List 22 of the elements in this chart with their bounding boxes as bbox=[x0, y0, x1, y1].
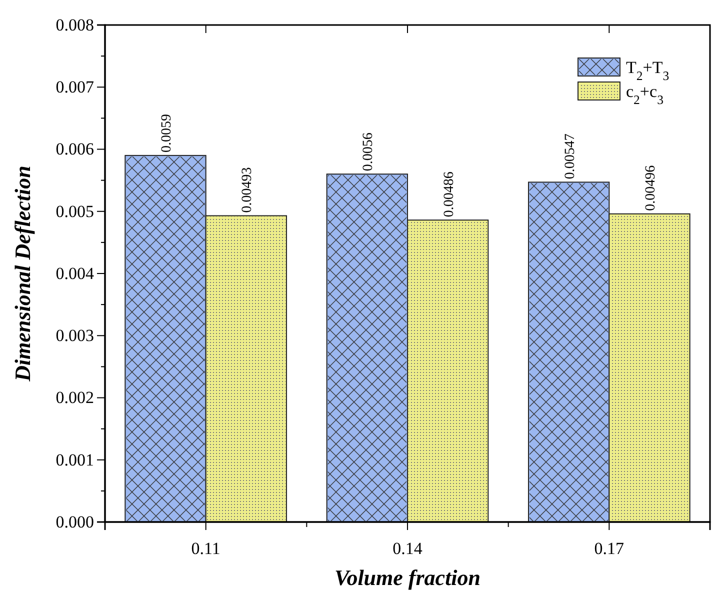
legend-label: c$_{2}$+c$_{3}$ bbox=[626, 82, 664, 107]
data-label: 0.0056 bbox=[361, 132, 376, 172]
y-tick-label: 0.000 bbox=[56, 512, 94, 532]
x-tick-label: 0.11 bbox=[191, 539, 220, 558]
x-tick-label: 0.14 bbox=[392, 539, 423, 558]
y-tick-label: 0.003 bbox=[56, 326, 94, 346]
x-axis-title: Volume fraction bbox=[334, 565, 481, 590]
y-tick-label: 0.004 bbox=[56, 264, 94, 283]
data-label: 0.00496 bbox=[644, 165, 658, 211]
y-tick-label: 0.005 bbox=[56, 202, 94, 221]
data-label: 0.00486 bbox=[442, 172, 457, 218]
legend-label: T$_{2}$+T$_{3}$ bbox=[626, 58, 670, 83]
y-tick-label: 0.001 bbox=[56, 450, 94, 470]
y-tick-label: 0.006 bbox=[56, 140, 94, 159]
data-label: 0.00547 bbox=[562, 134, 578, 180]
x-tick-label: 0.17 bbox=[594, 539, 625, 558]
y-tick-label: 0.007 bbox=[56, 78, 94, 97]
data-label: 0.0059 bbox=[160, 114, 174, 152]
y-tick-label: 0.002 bbox=[56, 388, 94, 408]
y-axis-title: Dimensional Deflection bbox=[10, 166, 35, 382]
y-tick-label: 0.008 bbox=[56, 15, 94, 34]
data-label: 0.00493 bbox=[240, 167, 256, 213]
